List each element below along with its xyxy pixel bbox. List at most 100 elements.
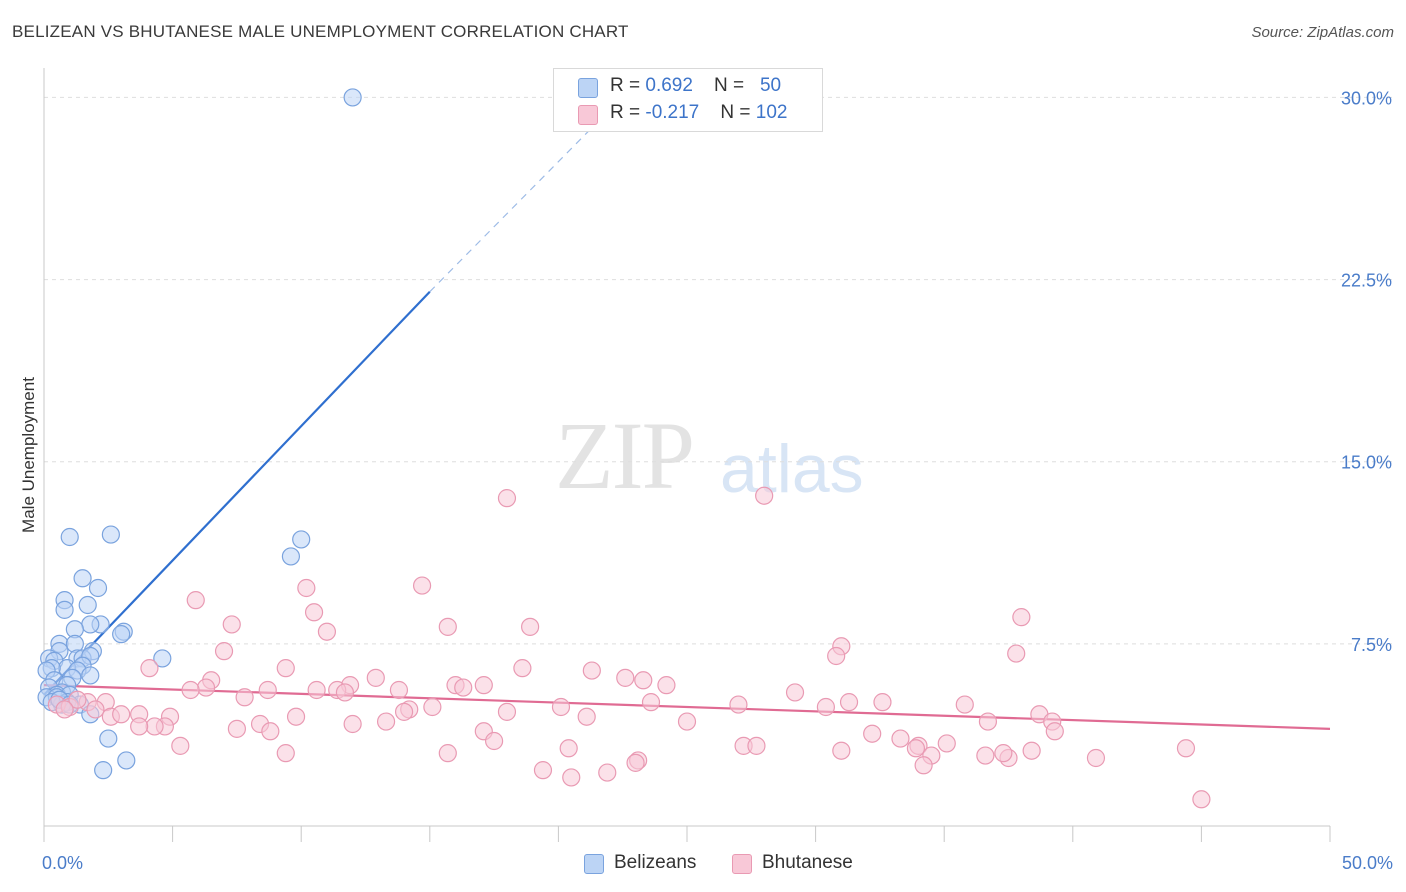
bhutanese-point [317,622,337,641]
bhutanese-point [626,753,645,772]
stats-legend: R = 0.692 N = 50 R = -0.217 N = 102 [553,68,823,132]
belizeans-point [153,649,172,668]
bhutanese-point [171,736,190,755]
x-tick-label: 50.0% [1342,853,1393,873]
bhutanese-point [827,646,846,666]
bhutanese-point [577,707,596,726]
bhutanese-point [976,746,995,765]
bhutanese-point [261,722,280,741]
bhutanese-point [86,700,105,719]
bhutanese-point [521,617,540,636]
bhutanese-point [186,591,205,610]
x-tick-label: 0.0% [42,853,83,873]
belizeans-point [81,615,100,634]
bhutanese-point [914,756,933,775]
tick-labels: 7.5% 15.0% 22.5% 30.0% 0.0% 50.0% [42,88,1393,873]
belizeans-point [292,530,311,549]
legend-r-label: R = [610,102,646,123]
bhutanese-point [513,659,532,678]
legend-n-label: N = [720,102,756,123]
bhutanese-point [1007,644,1026,663]
bhutanese-point [140,659,159,678]
bhutanese-point [937,734,956,753]
bhutanese-point [729,695,748,714]
bhutanese-point [816,697,835,717]
bhutanese-point [641,693,661,712]
bhutanese-point [839,693,859,712]
bhutanese-point [891,729,910,748]
bhutanese-point [258,680,277,700]
bhutanese-point [412,576,432,595]
legend-swatch-blue [578,78,598,98]
belizeans-point [81,666,100,685]
bottom-legend-swatch-blue [584,854,604,874]
bhutanese-point [214,642,234,661]
bhutanese-point [335,683,355,702]
bhutanese-point [533,761,553,780]
belizeans-point [88,578,108,598]
bhutanese-point [551,697,571,717]
bhutanese-point [832,741,851,760]
bhutanese-point [423,697,442,717]
watermark-atlas: atlas [720,431,864,507]
bhutanese-point [562,768,581,787]
belizeans-point [73,569,92,588]
bhutanese-point [677,712,697,731]
y-tick-label: 15.0% [1341,453,1392,473]
bhutanese-point [307,680,326,700]
bhutanese-point [145,717,164,736]
bhutanese-point [978,712,998,731]
bhutanese-point [394,702,414,721]
bottom-legend-swatch-pink [732,854,752,874]
bhutanese-trend-line [43,684,1331,730]
bhutanese-point [955,695,974,714]
bhutanese-point [438,744,457,763]
bhutanese-point [276,744,295,763]
legend-swatch-pink [578,105,598,125]
data-points [37,88,1211,809]
bhutanese-point [304,603,324,622]
chart-title: BELIZEAN VS BHUTANESE MALE UNEMPLOYMENT … [12,22,629,41]
bhutanese-point [112,705,131,724]
belizeans-point [101,525,120,544]
bhutanese-point [755,486,774,505]
legend-r-value: 0.692 [645,75,693,96]
belizeans-point [112,625,131,644]
bhutanese-point [582,661,601,680]
bhutanese-point [297,578,316,598]
bhutanese-point [181,680,200,700]
bhutanese-point [497,702,517,721]
bhutanese-point [785,683,805,702]
bhutanese-point [196,678,216,697]
bhutanese-point [863,724,882,743]
legend-r-value: -0.217 [645,102,700,123]
watermark-zip: ZIP [555,402,695,509]
belizeans-point [343,88,362,107]
belizeans-point [55,600,74,619]
bhutanese-point [376,712,396,731]
y-tick-label: 7.5% [1351,635,1392,655]
y-axis-label: Male Unemployment [19,377,38,533]
bhutanese-point [474,676,493,695]
chart-source: Source: ZipAtlas.com [1251,24,1394,41]
bhutanese-point [222,615,241,634]
grid-lines [44,96,1392,645]
bhutanese-point [130,717,149,736]
bhutanese-point [747,736,766,755]
belizeans-point [99,729,118,748]
bottom-legend-label: Belizeans [614,852,697,873]
belizeans-point [94,761,113,780]
bhutanese-point [559,739,578,758]
bhutanese-point [454,678,473,697]
belizeans-trend-extension [429,109,611,293]
belizeans-point [60,527,79,547]
bhutanese-point [994,744,1013,763]
belizeans-point [281,547,301,566]
y-tick-label: 30.0% [1341,88,1392,108]
bhutanese-point [343,714,362,734]
legend-r-label: R = [610,75,646,96]
bhutanese-point [634,671,653,690]
bottom-legend-label: Bhutanese [762,852,853,873]
bhutanese-point [227,719,246,738]
bhutanese-point [1045,722,1064,741]
